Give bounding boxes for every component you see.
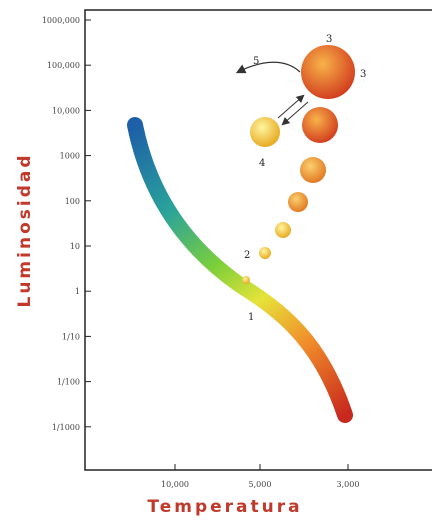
star xyxy=(250,117,280,147)
y-tick-label: 1000,000 xyxy=(42,16,80,25)
star xyxy=(302,107,338,143)
y-axis-title: Luminosidad xyxy=(15,152,35,307)
star xyxy=(301,45,355,99)
y-tick-label: 1000 xyxy=(60,152,80,161)
y-tick-label: 1/100 xyxy=(57,378,80,387)
x-tick-label: 5,000 xyxy=(249,480,272,489)
stage-label: 5 xyxy=(253,56,259,67)
y-tick-label: 1 xyxy=(75,287,80,296)
y-tick-label: 1/10 xyxy=(62,332,80,341)
stage-label: 1 xyxy=(248,312,254,323)
y-tick-label: 1/1000 xyxy=(52,423,80,432)
star xyxy=(275,222,291,238)
arrow xyxy=(278,96,303,118)
x-axis-title: Temperatura xyxy=(147,497,302,517)
star xyxy=(300,157,326,183)
hr-diagram: 1000,000 100,000 10,000 1000 100 10 1 1/10 1/100… xyxy=(0,0,432,521)
y-ticks: 1000,000 100,000 10,000 1000 100 10 1 1/10 1/100… xyxy=(42,16,91,432)
star xyxy=(288,192,308,212)
y-tick-label: 100,000 xyxy=(47,61,80,70)
stage-label: 3 xyxy=(326,34,332,45)
arrow xyxy=(238,62,300,72)
star xyxy=(259,247,271,259)
plot-frame xyxy=(85,10,432,470)
y-tick-label: 100 xyxy=(65,197,80,206)
stage-label: 3 xyxy=(360,69,366,80)
stage-label: 2 xyxy=(244,250,250,261)
x-tick-label: 3,000 xyxy=(337,480,360,489)
y-tick-label: 10,000 xyxy=(52,106,80,115)
y-tick-label: 10 xyxy=(70,242,80,251)
stage-label: 4 xyxy=(259,158,265,169)
x-ticks: 10,000 5,000 3,000 xyxy=(161,464,359,489)
x-tick-label: 10,000 xyxy=(161,480,189,489)
star xyxy=(242,276,250,284)
